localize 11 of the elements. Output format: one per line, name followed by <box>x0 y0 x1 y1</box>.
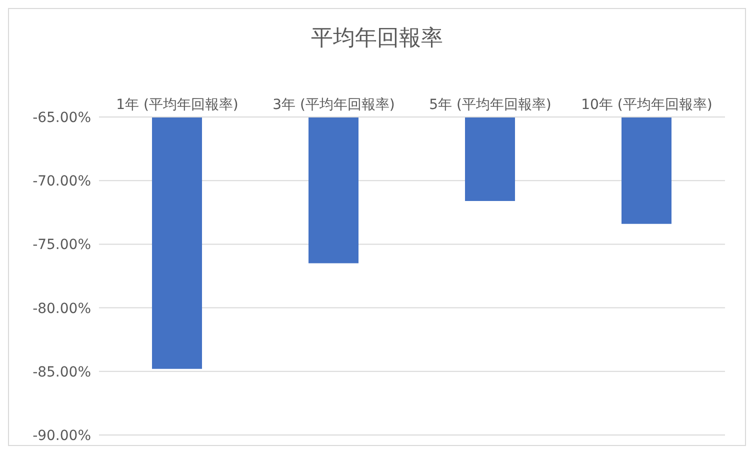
y-tick-label: -85.00% <box>32 364 91 380</box>
y-tick-label: -70.00% <box>32 174 91 190</box>
x-tick-label: 5年 (平均年回報率) <box>429 97 552 113</box>
x-tick-label: 1年 (平均年回報率) <box>116 97 238 113</box>
chart-title: 平均年回報率 <box>310 25 444 53</box>
y-tick-label: -65.00% <box>32 110 91 126</box>
x-tick-label: 3年 (平均年回報率) <box>272 97 395 113</box>
x-tick-label: 10年 (平均年回報率) <box>581 97 712 113</box>
y-tick-label: -80.00% <box>32 300 91 317</box>
y-tick-label: -75.00% <box>32 237 91 254</box>
y-tick-label: -90.00% <box>32 428 91 444</box>
